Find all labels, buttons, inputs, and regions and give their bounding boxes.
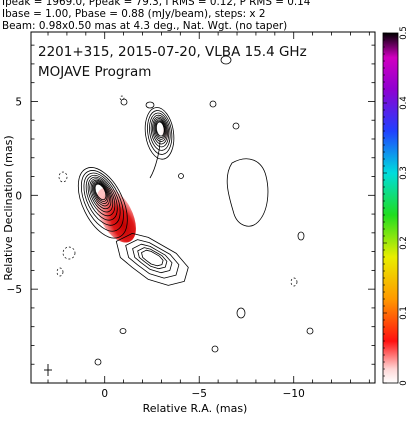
colorbar-tick-label: 0.1 — [399, 306, 409, 320]
core-contour-level — [83, 172, 121, 226]
core-contour-level — [87, 176, 116, 217]
core-contour-level — [92, 182, 109, 204]
noise-contours — [94, 55, 314, 366]
jet-knot-north-contour-level — [153, 118, 167, 142]
header-line-3: Beam: 0.98x0.50 mas at 4.3 deg., Nat. Wg… — [2, 20, 288, 32]
colorbar-tick-label: 0.4 — [399, 96, 409, 110]
diffuse-east-contour — [226, 158, 269, 227]
x-axis-title: Relative R.A. (mas) — [143, 402, 248, 415]
plot-frame — [30, 31, 376, 384]
map-title: 2201+315, 2015-07-20, VLBA 15.4 GHz — [38, 44, 307, 60]
y-tick-label: 5 — [15, 96, 22, 108]
jet-south-contour-level — [137, 247, 168, 270]
header-line-2: Ibase = 1.00, Pbase = 0.88 (mJy/beam), s… — [2, 8, 266, 20]
map-subtitle: MOJAVE Program — [38, 64, 151, 80]
core-contours — [77, 167, 128, 239]
colorbar-ticks: 0 0.1 0.2 0.3 0.4 0.5 — [383, 26, 409, 386]
jet-knot-north-contour-level — [155, 120, 166, 138]
negative-contours — [56, 95, 298, 287]
core-contour-level — [90, 179, 112, 210]
jet-knot-north-contour-level — [152, 116, 168, 145]
y-tick-label: −5 — [7, 284, 22, 296]
beam-marker — [44, 364, 52, 376]
colorbar-tick-label: 0.3 — [399, 166, 409, 180]
colorbar-tick-label: 0 — [399, 380, 409, 385]
x-tick-label: −5 — [191, 388, 206, 400]
contour-map — [44, 55, 314, 376]
core-contour-level — [80, 170, 124, 232]
y-tick-label: 0 — [15, 190, 22, 202]
colorbar-tick-label: 0.2 — [399, 236, 409, 250]
jet-south-contour-level — [141, 249, 164, 267]
core-contour-level — [91, 181, 110, 207]
y-axis-title: Relative Declination (mas) — [2, 135, 15, 280]
jet-south-contour-level — [125, 239, 180, 279]
x-tick-label: −10 — [283, 388, 305, 400]
core-contour-level — [89, 178, 114, 213]
knot-bridge-contour — [149, 139, 161, 179]
jet-knot-north-contour-level — [144, 107, 175, 160]
jet-knot-north-contour-level — [155, 121, 165, 137]
jet-south-contours — [115, 233, 189, 286]
axes: 0 −5 −10 5 0 −5 — [7, 32, 375, 400]
colorbar-tick-label: 0.5 — [399, 26, 409, 40]
jet-knot-north-contour-level — [149, 112, 171, 151]
core-contour-level — [77, 167, 128, 239]
jet-knot-north-contour-level — [150, 114, 170, 148]
core-contour-level — [94, 183, 107, 201]
header-line-1: Ipeak = 1969.0, Ppeak = 79.3, I RMS = 0.… — [2, 0, 311, 8]
core-contour-level — [93, 182, 108, 202]
jet-knot-north-contours — [144, 107, 175, 179]
core-contour-level — [85, 174, 118, 221]
jet-south-contour-level — [115, 233, 189, 286]
jet-knot-north-contour-level — [147, 110, 173, 155]
jet-knot-north-contour-level — [154, 119, 166, 140]
x-tick-label: 0 — [101, 388, 108, 400]
jet-south-contour-level — [132, 243, 173, 274]
colorbar — [382, 32, 399, 384]
